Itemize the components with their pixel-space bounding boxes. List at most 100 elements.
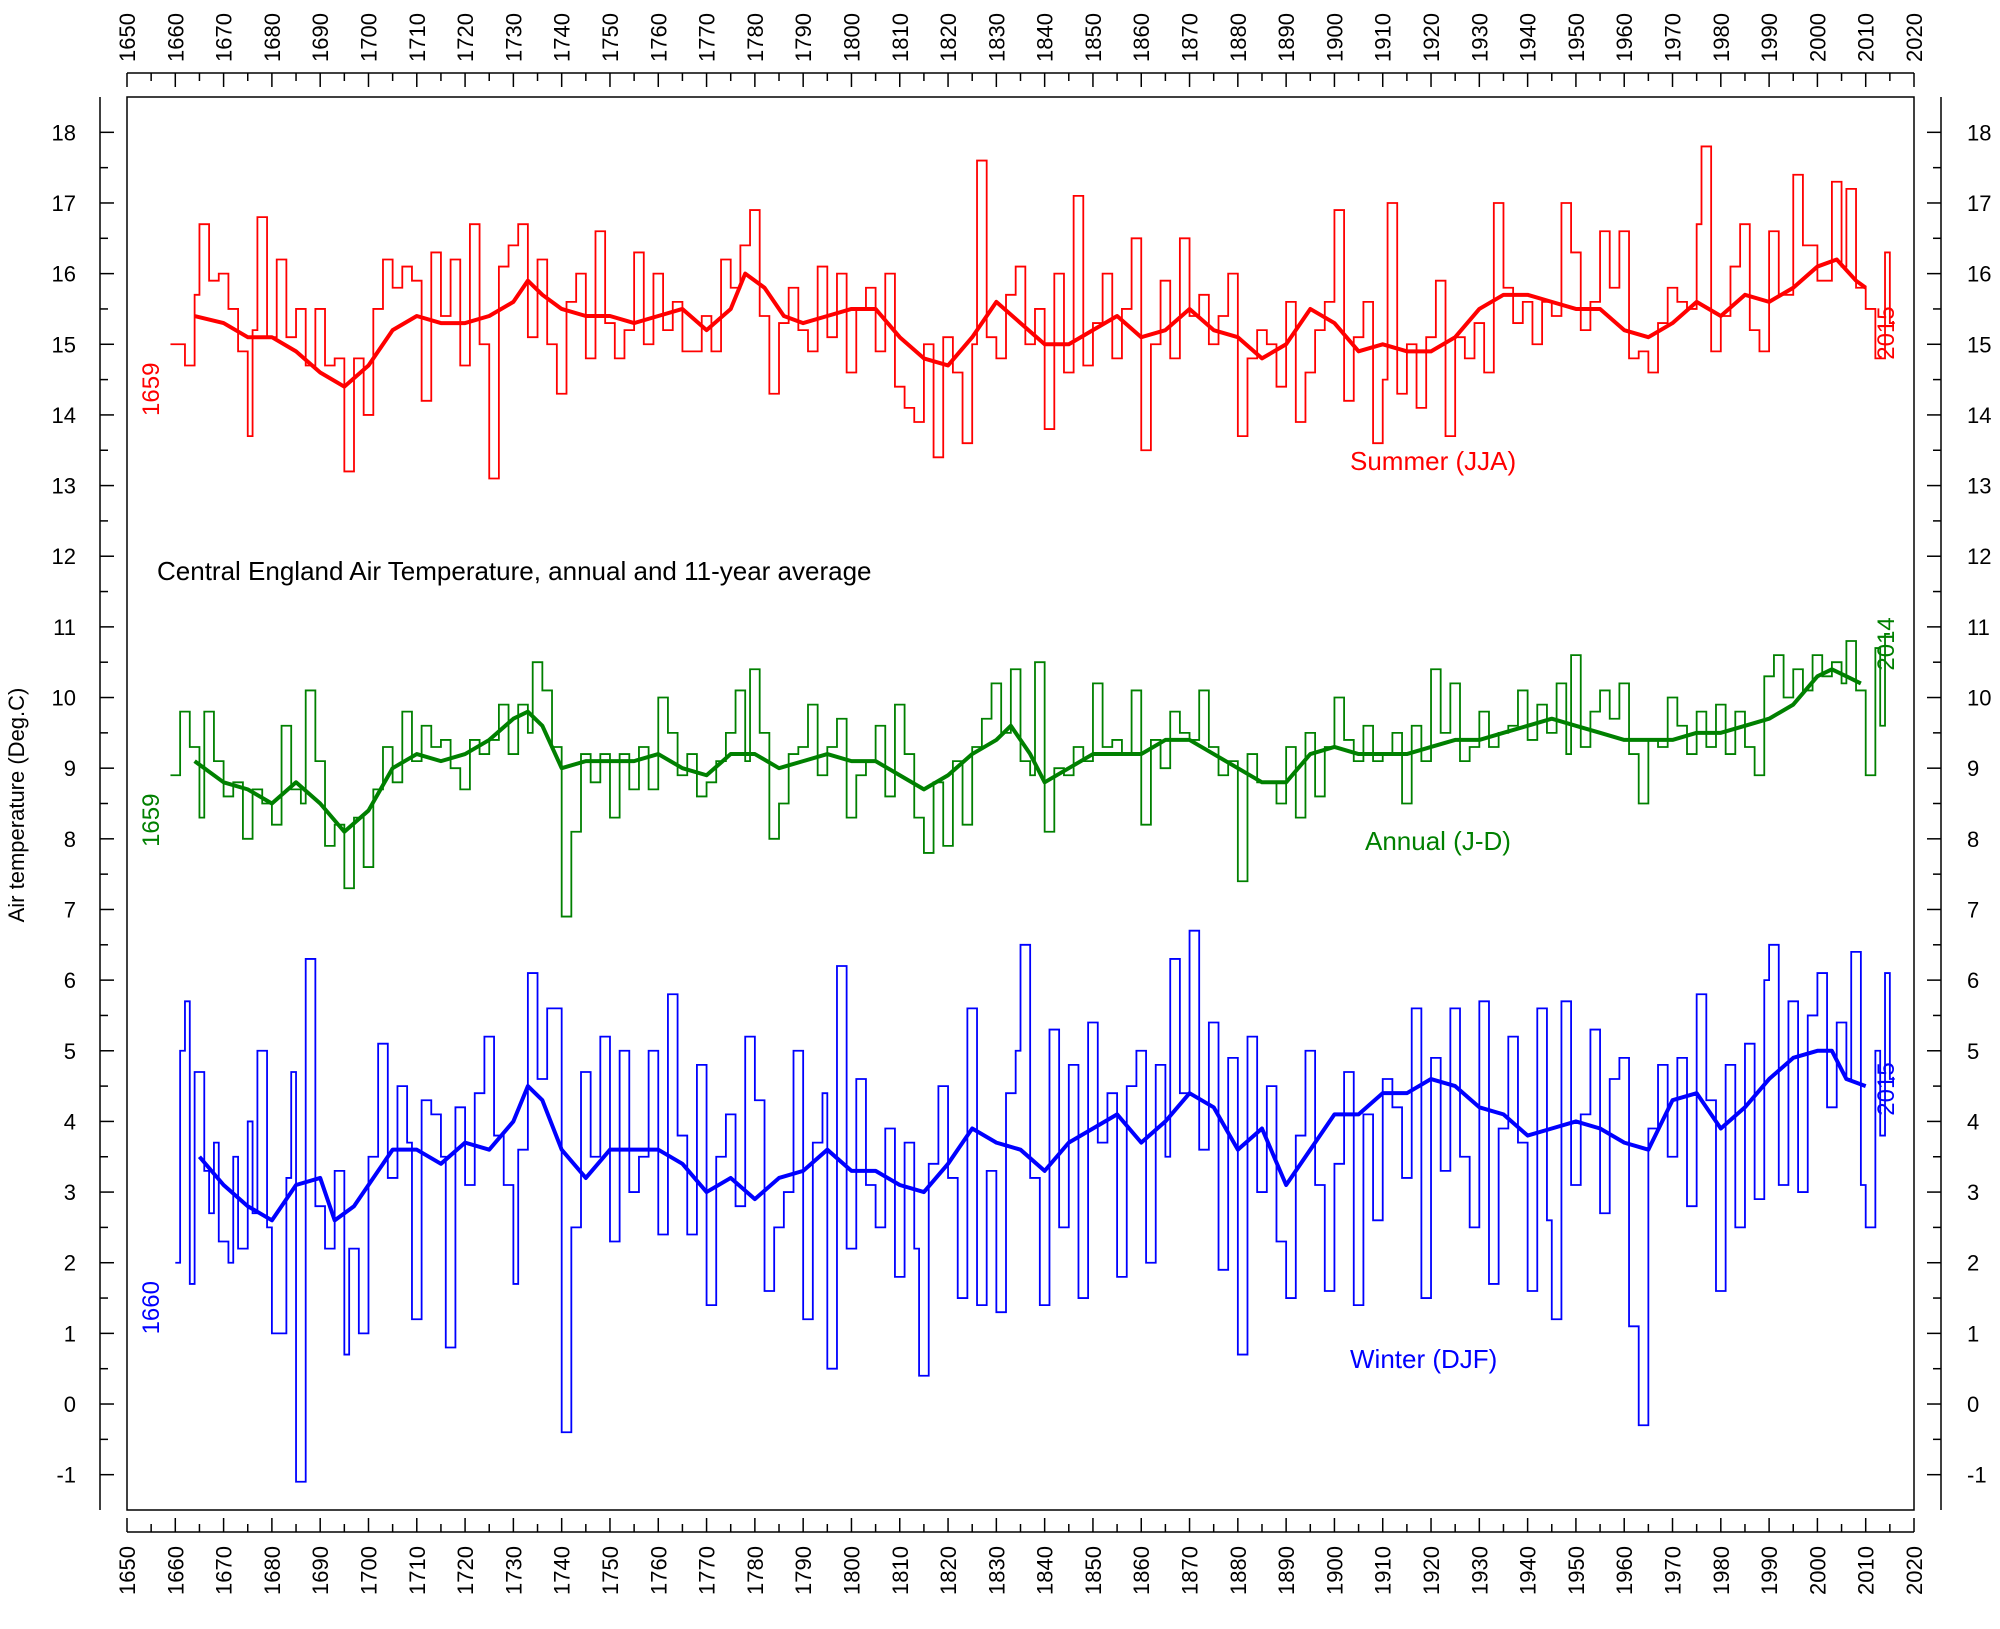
x-tick-label-top: 1690 — [308, 13, 333, 62]
y-tick-label-right: -1 — [1967, 1463, 1987, 1488]
x-tick-label-bottom: 1870 — [1178, 1546, 1203, 1595]
x-tick-label-bottom: 1830 — [984, 1546, 1009, 1595]
x-tick-label-bottom: 1990 — [1757, 1546, 1782, 1595]
x-tick-label-bottom: 1700 — [356, 1546, 381, 1595]
x-tick-label-bottom: 1790 — [791, 1546, 816, 1595]
winter-end-year-label: 2015 — [1873, 1062, 1900, 1115]
y-tick-label-left: 6 — [64, 968, 76, 993]
x-tick-label-bottom: 2020 — [1902, 1546, 1927, 1595]
x-tick-label-bottom: 2000 — [1805, 1546, 1830, 1595]
x-tick-label-bottom: 1750 — [598, 1546, 623, 1595]
y-tick-label-left: 4 — [64, 1109, 76, 1134]
x-tick-label-top: 1750 — [598, 13, 623, 62]
y-tick-label-left: 9 — [64, 756, 76, 781]
y-tick-label-right: 18 — [1967, 120, 1991, 145]
y-tick-label-left: 1 — [64, 1321, 76, 1346]
x-tick-label-bottom: 1710 — [405, 1546, 430, 1595]
x-tick-label-top: 2020 — [1902, 13, 1927, 62]
winter-average-line — [197, 1048, 1867, 1223]
x-tick-label-bottom: 1760 — [646, 1546, 671, 1595]
x-tick-label-bottom: 1960 — [1612, 1546, 1637, 1595]
x-tick-label-top: 1680 — [260, 13, 285, 62]
x-tick-label-top: 1760 — [646, 13, 671, 62]
summer-series-label: Summer (JJA) — [1350, 446, 1516, 476]
y-tick-label-left: 7 — [64, 897, 76, 922]
y-tick-label-right: 16 — [1967, 262, 1991, 287]
y-tick-label-left: 12 — [52, 544, 76, 569]
x-tick-label-top: 1710 — [405, 13, 430, 62]
x-tick-label-top: 1840 — [1033, 13, 1058, 62]
summer-series: Summer (JJA) 1659 2015 — [138, 145, 1900, 480]
y-tick-label-right: 4 — [1967, 1109, 1979, 1134]
y-tick-label-left: 18 — [52, 120, 76, 145]
x-tick-label-bottom: 1890 — [1274, 1546, 1299, 1595]
y-tick-label-left: 16 — [52, 262, 76, 287]
annual-average-line — [193, 667, 1862, 834]
y-tick-label-right: 9 — [1967, 756, 1979, 781]
x-tick-label-bottom: 1970 — [1661, 1546, 1686, 1595]
x-tick-label-top: 1740 — [550, 13, 575, 62]
y-tick-label-right: 0 — [1967, 1392, 1979, 1417]
x-tick-label-top: 1960 — [1612, 13, 1637, 62]
x-tick-label-top: 1900 — [1322, 13, 1347, 62]
y-tick-label-right: 10 — [1967, 686, 1991, 711]
x-tick-label-top: 1940 — [1516, 13, 1541, 62]
summer-average-line — [194, 257, 1867, 389]
x-tick-label-top: 1650 — [115, 13, 140, 62]
y-tick-label-right: 3 — [1967, 1180, 1979, 1205]
y-tick-label-left: 17 — [52, 191, 76, 216]
x-tick-label-top: 1950 — [1564, 13, 1589, 62]
x-tick-label-top: 2010 — [1854, 13, 1879, 62]
winter-start-year-label: 1660 — [138, 1281, 165, 1334]
y-tick-label-left: 13 — [52, 474, 76, 499]
x-tick-label-top: 1980 — [1709, 13, 1734, 62]
x-tick-label-top: 1780 — [743, 13, 768, 62]
x-tick-label-bottom: 1940 — [1516, 1546, 1541, 1595]
x-tick-label-bottom: 1900 — [1322, 1546, 1347, 1595]
x-tick-label-bottom: 1850 — [1081, 1546, 1106, 1595]
summer-end-year-label: 2015 — [1873, 306, 1900, 359]
summer-start-year-label: 1659 — [138, 363, 165, 416]
y-tick-label-right: 7 — [1967, 897, 1979, 922]
x-tick-label-top: 1800 — [839, 13, 864, 62]
x-tick-label-bottom: 1730 — [501, 1546, 526, 1595]
y-axis-title: Air temperature (Deg.C) — [4, 688, 29, 923]
summer-annual-step-line — [170, 145, 1895, 480]
winter-annual-step-line — [175, 929, 1895, 1483]
annual-series-label: Annual (J-D) — [1365, 826, 1511, 856]
x-tick-label-top: 1720 — [453, 13, 478, 62]
x-tick-label-top: 1990 — [1757, 13, 1782, 62]
x-axis-bottom: 1650 1660 1670 1680 1690 1700 1710 1720 1730 1740… — [115, 1518, 1927, 1595]
y-tick-label-right: 12 — [1967, 544, 1991, 569]
x-tick-label-top: 1820 — [936, 13, 961, 62]
x-tick-label-top: 1850 — [1081, 13, 1106, 62]
y-tick-label-right: 15 — [1967, 332, 1991, 357]
y-tick-label-left: -1 — [56, 1463, 76, 1488]
x-tick-label-bottom: 1800 — [839, 1546, 864, 1595]
chart-title: Central England Air Temperature, annual … — [157, 556, 872, 586]
annual-end-year-label: 2014 — [1873, 617, 1900, 670]
winter-series: Winter (DJF) 1660 2015 — [138, 929, 1900, 1483]
x-tick-label-bottom: 1860 — [1129, 1546, 1154, 1595]
y-tick-label-left: 14 — [52, 403, 76, 428]
x-tick-label-top: 1910 — [1371, 13, 1396, 62]
x-tick-label-bottom: 1950 — [1564, 1546, 1589, 1595]
y-tick-label-left: 10 — [52, 686, 76, 711]
x-tick-label-top: 1970 — [1661, 13, 1686, 62]
x-tick-label-top: 1870 — [1178, 13, 1203, 62]
y-tick-label-right: 14 — [1967, 403, 1991, 428]
x-tick-label-bottom: 1920 — [1419, 1546, 1444, 1595]
x-tick-label-bottom: 1980 — [1709, 1546, 1734, 1595]
x-tick-label-bottom: 2010 — [1854, 1546, 1879, 1595]
x-tick-label-top: 1880 — [1226, 13, 1251, 62]
x-tick-label-top: 1920 — [1419, 13, 1444, 62]
x-tick-label-bottom: 1810 — [888, 1546, 913, 1595]
x-tick-label-bottom: 1780 — [743, 1546, 768, 1595]
x-tick-label-bottom: 1680 — [260, 1546, 285, 1595]
x-tick-label-bottom: 1720 — [453, 1546, 478, 1595]
annual-start-year-label: 1659 — [138, 794, 165, 847]
x-tick-label-bottom: 1740 — [550, 1546, 575, 1595]
